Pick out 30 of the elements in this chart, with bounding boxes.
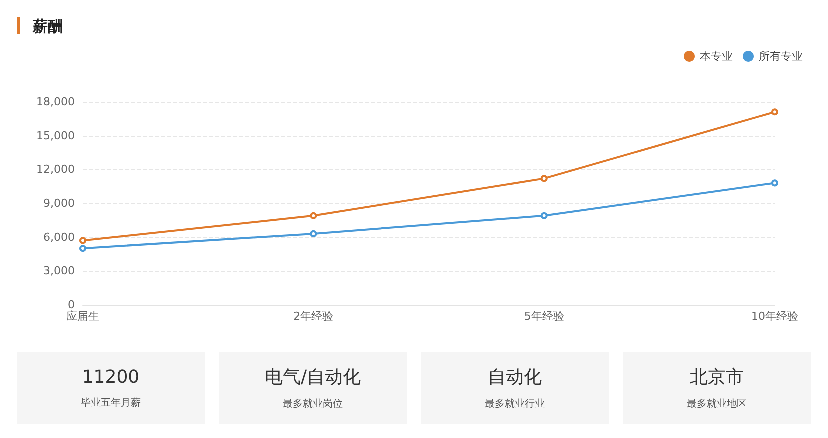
y-tick-label: 9,000 [44, 197, 75, 210]
y-tick-label: 15,000 [36, 129, 75, 142]
legend-label: 本专业 [700, 50, 733, 63]
point [310, 212, 318, 220]
y-tick-label: 12,000 [36, 163, 75, 176]
point [772, 180, 778, 187]
x-tick-label: 2年经验 [294, 310, 334, 323]
point [540, 212, 548, 220]
text: 自动化 [488, 366, 542, 389]
x-tick-label: 应届生 [66, 310, 100, 323]
chart-title: 薪酬 [32, 18, 63, 36]
y-tick-label: 18,000 [36, 96, 75, 108]
y-tick-label: 0 [68, 298, 75, 312]
x-tick-label: 5年经验 [524, 310, 564, 323]
text: 最多就业岗位 [283, 398, 343, 411]
y-tick-label: 3,000 [44, 264, 75, 278]
point [310, 230, 318, 238]
point [80, 237, 86, 244]
point [772, 108, 778, 116]
y-tick-label: 6,000 [44, 230, 75, 244]
text: 最多就业地区 [687, 398, 747, 411]
text: 电气/自动化 [264, 366, 362, 389]
text: 北京市 [690, 366, 744, 389]
legend-label: 所有专业 [759, 50, 803, 63]
text: 毕业五年月薪 [81, 396, 141, 410]
text: 最多就业行业 [485, 398, 545, 411]
text: 11200 [82, 366, 140, 388]
x-tick-label: 10年经验 [752, 310, 798, 323]
point [80, 245, 86, 252]
point [540, 175, 548, 182]
